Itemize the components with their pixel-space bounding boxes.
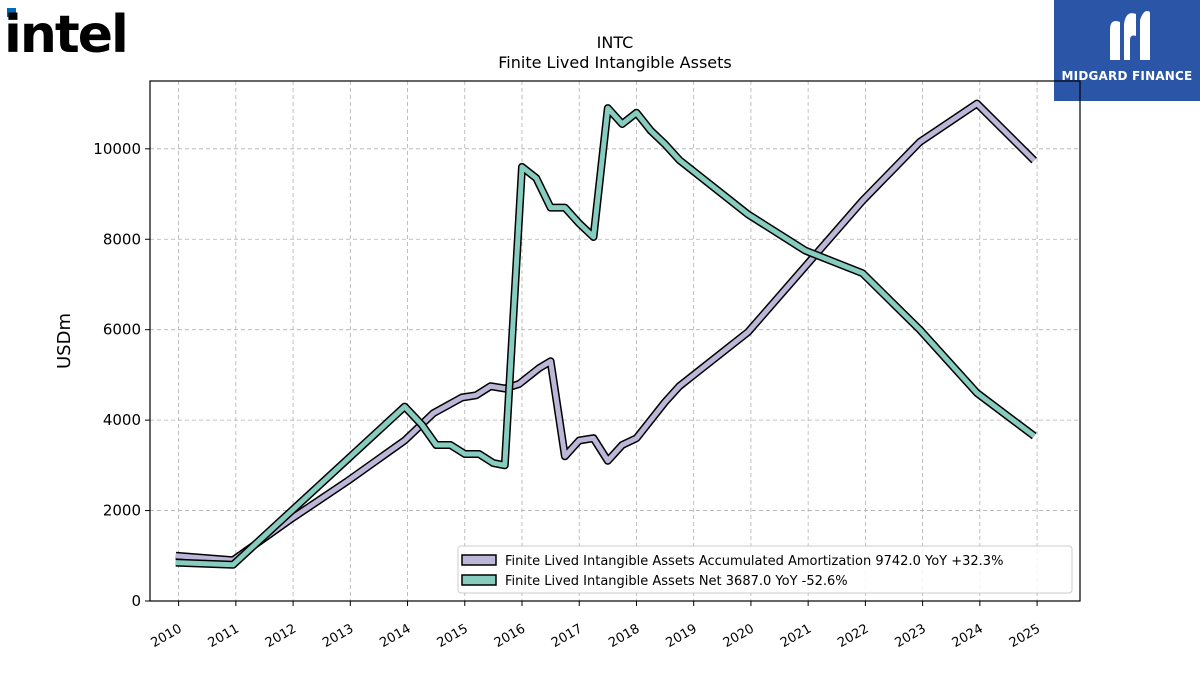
chart-title: INTC [597, 33, 634, 52]
chart-subtitle: Finite Lived Intangible Assets [498, 53, 731, 72]
series-0-line [175, 101, 1036, 563]
x-tick-label: 2020 [721, 621, 757, 651]
midgard-logo-mark [1110, 11, 1150, 60]
legend-label: Finite Lived Intangible Assets Net 3687.… [505, 574, 848, 589]
y-tick-label: 8000 [103, 230, 141, 248]
y-tick-label: 4000 [103, 411, 141, 429]
x-tick-label: 2011 [206, 621, 242, 651]
x-tick-label: 2017 [549, 621, 585, 651]
legend-box [457, 545, 1073, 594]
series-0-outline [175, 99, 1038, 565]
legend-label: Finite Lived Intangible Assets Accumulat… [505, 554, 1003, 569]
x-tick-label: 2015 [435, 621, 471, 651]
x-tick-label: 2023 [892, 621, 928, 651]
y-tick-label: 10000 [93, 140, 141, 158]
intel-logo: intel [4, 5, 129, 60]
x-tick-label: 2021 [778, 621, 814, 651]
x-tick-label: 2022 [835, 621, 871, 651]
x-tick-label: 2025 [1007, 621, 1043, 651]
x-tick-label: 2014 [377, 621, 413, 651]
x-axis: 2010 2011 2012 2013 2014 2015 2016 2017 2018 2019… [148, 601, 1043, 651]
x-tick-label: 2012 [263, 621, 299, 651]
y-tick-label: 2000 [103, 502, 141, 520]
y-axis: 0 2000 4000 6000 8000 10000 [93, 140, 150, 610]
y-tick-label: 0 [131, 592, 141, 610]
x-tick-label: 2024 [950, 621, 986, 651]
intel-logo-dot [7, 8, 16, 17]
legend-swatch [461, 574, 497, 586]
y-axis-label: USDm [54, 313, 75, 369]
x-tick-label: 2018 [606, 621, 642, 651]
series-layer [175, 99, 1038, 569]
x-tick-label: 2010 [148, 621, 184, 651]
midgard-logo-text: MIDGARD FINANCE [1061, 69, 1193, 83]
x-tick-label: 2016 [492, 621, 528, 651]
series-1-line [175, 105, 1036, 568]
plot-frame [149, 80, 1081, 602]
legend-swatch [461, 554, 497, 566]
y-tick-label: 6000 [103, 321, 141, 339]
legend: Finite Lived Intangible Assets Accumulat… [457, 545, 1073, 594]
intel-logo-wordmark: intel [4, 5, 127, 60]
x-tick-label: 2013 [320, 621, 356, 651]
midgard-finance-logo: MIDGARD FINANCE [1054, 0, 1200, 101]
x-tick-label: 2019 [664, 621, 700, 651]
